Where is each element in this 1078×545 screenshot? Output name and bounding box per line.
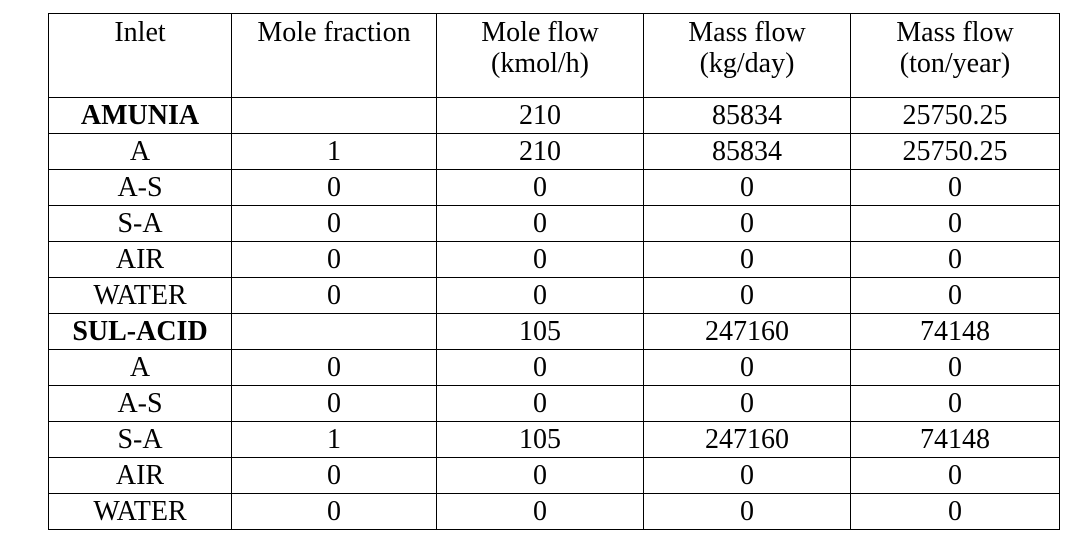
cell-mass-flow-ton-year: 0 xyxy=(850,493,1060,530)
table-row: A 0 0 0 0 xyxy=(48,349,1060,386)
header-mass-flow-kg-day-line1: Mass flow xyxy=(688,17,806,48)
cell-mole-flow: 0 xyxy=(436,205,644,242)
header-mole-fraction: Mole fraction xyxy=(231,13,437,98)
cell-mole-fraction: 0 xyxy=(231,457,437,494)
cell-mole-flow: 0 xyxy=(436,241,644,278)
cell-mass-flow-kg-day: 247160 xyxy=(643,313,851,350)
cell-inlet: AMUNIA xyxy=(48,97,232,134)
cell-mass-flow-ton-year: 0 xyxy=(850,277,1060,314)
header-inlet: Inlet xyxy=(48,13,232,98)
header-mass-flow-kg-day: Mass flow (kg/day) xyxy=(643,13,851,98)
cell-mole-flow: 210 xyxy=(436,133,644,170)
cell-mass-flow-ton-year: 25750.25 xyxy=(850,133,1060,170)
header-mass-flow-ton-year-line2: (ton/year) xyxy=(899,48,1011,79)
table-row: AIR 0 0 0 0 xyxy=(48,457,1060,494)
cell-mole-flow: 105 xyxy=(436,313,644,350)
cell-mole-fraction: 0 xyxy=(231,493,437,530)
cell-mole-flow: 0 xyxy=(436,349,644,386)
header-inlet-line1: Inlet xyxy=(114,17,166,48)
cell-mass-flow-kg-day: 247160 xyxy=(643,421,851,458)
cell-mole-fraction: 0 xyxy=(231,277,437,314)
table-row: WATER 0 0 0 0 xyxy=(48,493,1060,530)
cell-mole-flow: 0 xyxy=(436,169,644,206)
table-row: S-A 0 0 0 0 xyxy=(48,205,1060,242)
cell-mole-flow: 0 xyxy=(436,493,644,530)
cell-mass-flow-ton-year: 0 xyxy=(850,457,1060,494)
cell-mass-flow-ton-year: 0 xyxy=(850,205,1060,242)
cell-mass-flow-kg-day: 0 xyxy=(643,493,851,530)
cell-mole-fraction xyxy=(231,97,437,134)
cell-mass-flow-kg-day: 0 xyxy=(643,241,851,278)
table-row: WATER 0 0 0 0 xyxy=(48,277,1060,314)
cell-mole-flow: 0 xyxy=(436,385,644,422)
cell-mass-flow-ton-year: 0 xyxy=(850,241,1060,278)
header-mole-flow: Mole flow (kmol/h) xyxy=(436,13,644,98)
header-mole-fraction-line1: Mole fraction xyxy=(257,17,411,48)
cell-inlet: SUL-ACID xyxy=(48,313,232,350)
table-row-group-amunia: AMUNIA 210 85834 25750.25 xyxy=(48,97,1060,134)
cell-mass-flow-kg-day: 0 xyxy=(643,349,851,386)
cell-mass-flow-ton-year: 0 xyxy=(850,169,1060,206)
cell-mole-fraction: 0 xyxy=(231,385,437,422)
cell-mole-flow: 105 xyxy=(436,421,644,458)
cell-inlet: A xyxy=(48,133,232,170)
cell-inlet: A-S xyxy=(48,169,232,206)
table-row: AIR 0 0 0 0 xyxy=(48,241,1060,278)
cell-mass-flow-kg-day: 0 xyxy=(643,169,851,206)
header-mole-flow-line1: Mole flow xyxy=(481,17,599,48)
cell-mole-fraction: 0 xyxy=(231,205,437,242)
cell-mole-fraction: 1 xyxy=(231,133,437,170)
cell-mole-fraction xyxy=(231,313,437,350)
cell-mole-flow: 0 xyxy=(436,277,644,314)
inlet-flow-table: Inlet Mole fraction Mole flow (kmol/h) M… xyxy=(48,13,1060,530)
cell-mass-flow-kg-day: 0 xyxy=(643,205,851,242)
cell-mass-flow-ton-year: 25750.25 xyxy=(850,97,1060,134)
table-row: A-S 0 0 0 0 xyxy=(48,385,1060,422)
table-header-row: Inlet Mole fraction Mole flow (kmol/h) M… xyxy=(48,13,1060,98)
table-row: A 1 210 85834 25750.25 xyxy=(48,133,1060,170)
cell-mass-flow-ton-year: 0 xyxy=(850,349,1060,386)
cell-mole-fraction: 0 xyxy=(231,349,437,386)
cell-inlet: S-A xyxy=(48,205,232,242)
header-mass-flow-kg-day-line2: (kg/day) xyxy=(699,48,795,79)
cell-mass-flow-ton-year: 0 xyxy=(850,385,1060,422)
cell-mass-flow-kg-day: 85834 xyxy=(643,97,851,134)
table-row: S-A 1 105 247160 74148 xyxy=(48,421,1060,458)
cell-mass-flow-ton-year: 74148 xyxy=(850,313,1060,350)
table-row-group-sul-acid: SUL-ACID 105 247160 74148 xyxy=(48,313,1060,350)
cell-inlet: AIR xyxy=(48,457,232,494)
header-mass-flow-ton-year: Mass flow (ton/year) xyxy=(850,13,1060,98)
cell-inlet: A-S xyxy=(48,385,232,422)
cell-mass-flow-kg-day: 0 xyxy=(643,385,851,422)
cell-mole-flow: 0 xyxy=(436,457,644,494)
cell-inlet: WATER xyxy=(48,493,232,530)
cell-mole-fraction: 0 xyxy=(231,169,437,206)
cell-inlet: A xyxy=(48,349,232,386)
header-mass-flow-ton-year-line1: Mass flow xyxy=(896,17,1014,48)
table-row: A-S 0 0 0 0 xyxy=(48,169,1060,206)
cell-mass-flow-kg-day: 0 xyxy=(643,277,851,314)
cell-mole-flow: 210 xyxy=(436,97,644,134)
cell-mass-flow-kg-day: 85834 xyxy=(643,133,851,170)
cell-inlet: S-A xyxy=(48,421,232,458)
cell-mole-fraction: 0 xyxy=(231,241,437,278)
cell-mass-flow-kg-day: 0 xyxy=(643,457,851,494)
cell-inlet: AIR xyxy=(48,241,232,278)
header-mole-flow-line2: (kmol/h) xyxy=(491,48,589,79)
cell-mole-fraction: 1 xyxy=(231,421,437,458)
cell-inlet: WATER xyxy=(48,277,232,314)
cell-mass-flow-ton-year: 74148 xyxy=(850,421,1060,458)
